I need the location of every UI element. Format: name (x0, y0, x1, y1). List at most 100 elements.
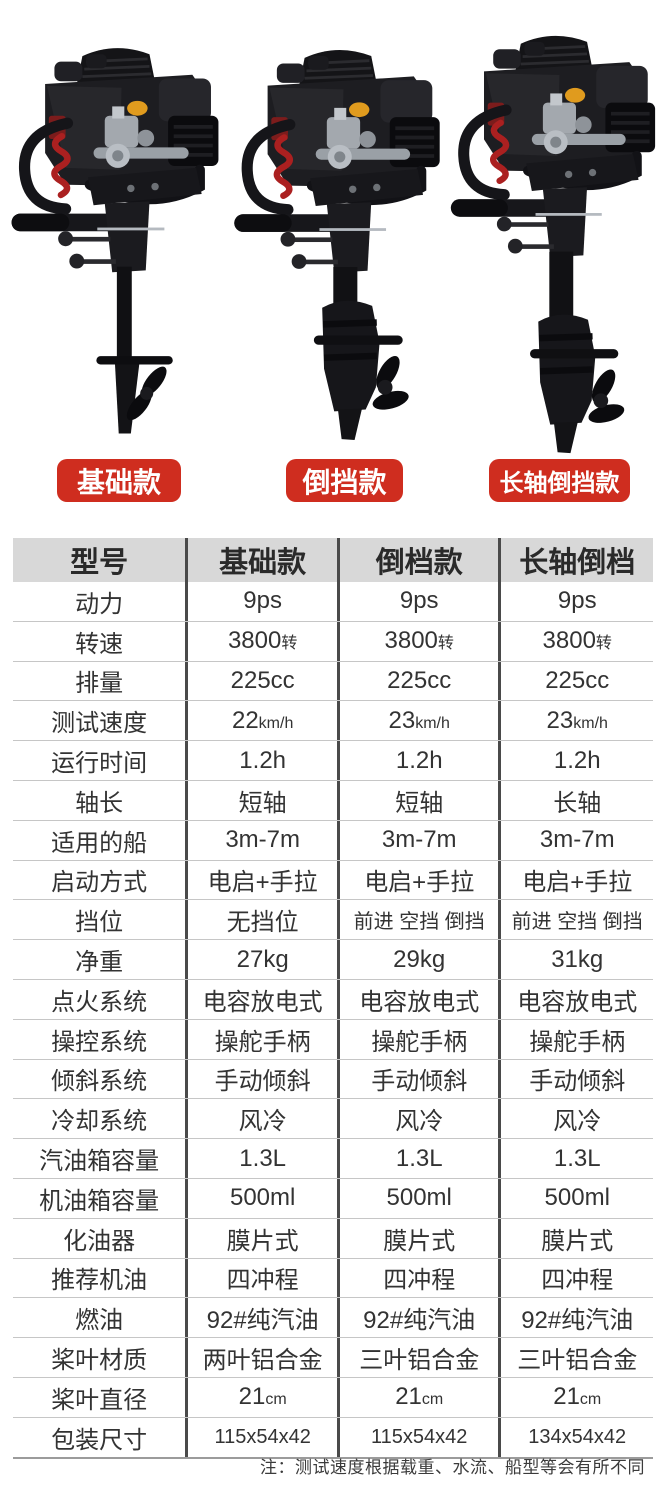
table-row: 轴长 短轴 短轴 长轴 (13, 779, 653, 820)
spec-value-cell: 手动倾斜 (336, 1059, 499, 1099)
spec-value-cell: 手动倾斜 (185, 1059, 337, 1099)
spec-value-cell: 三叶铝合金 (498, 1338, 653, 1377)
spec-label-cell: 燃油 (75, 1307, 124, 1335)
spec-value-cell: 115x54x42 (185, 1417, 337, 1457)
spec-value-cell: 29kg (336, 940, 499, 979)
spec-value-cell: 225cc (498, 661, 653, 701)
spec-value-cell: 电启+手拉 (185, 860, 337, 900)
spec-label-cell: 排量 (75, 670, 124, 698)
spec-value-cell: 操舵手柄 (185, 1019, 337, 1059)
unit-suffix: km/h (415, 714, 450, 732)
spec-label-cell: 动力 (75, 590, 124, 618)
header-cell: 型号 (70, 547, 129, 579)
spec-value-cell: 1.2h (498, 741, 653, 780)
model-badge-label: 基础款 (76, 466, 161, 498)
spec-label-cell: 冷却系统 (51, 1108, 148, 1136)
unit-suffix: cm (265, 1391, 287, 1409)
spec-value-cell: 四冲程 (336, 1258, 499, 1298)
spec-value-cell: 1.3L (498, 1139, 653, 1178)
spec-value-cell: 1.2h (336, 741, 499, 780)
header-cell: 基础款 (185, 538, 337, 582)
spec-label-cell: 净重 (75, 949, 124, 977)
spec-value-cell: 3m-7m (336, 820, 499, 860)
table-row: 化油器 膜片式 膜片式 膜片式 (13, 1217, 653, 1258)
spec-table: 型号 基础款 倒档款 长轴倒档 动力 9ps 9ps 9ps 转速 3800转 3800转 3800转… (13, 538, 653, 1459)
spec-value-cell: 21cm (498, 1377, 653, 1417)
model-badge-long-shaft-reverse: 长轴倒挡款 (489, 459, 630, 502)
spec-value-cell: 膜片式 (185, 1218, 337, 1258)
spec-label-cell: 倾斜系统 (51, 1068, 148, 1096)
spec-value-cell: 92#纯汽油 (498, 1298, 653, 1338)
spec-value-cell: 短轴 (185, 780, 337, 820)
table-row: 启动方式 电启+手拉 电启+手拉 电启+手拉 (13, 859, 653, 900)
table-row: 动力 9ps 9ps 9ps (13, 582, 653, 621)
spec-value-cell: 92#纯汽油 (336, 1298, 499, 1338)
spec-label-cell: 化油器 (63, 1227, 136, 1255)
spec-label-cell: 转速 (75, 630, 124, 658)
table-row: 排量 225cc 225cc 225cc (13, 660, 653, 701)
model-badge-reverse: 倒挡款 (286, 459, 403, 502)
spec-value-cell: 电启+手拉 (498, 860, 653, 900)
table-row: 桨叶材质 两叶铝合金 三叶铝合金 三叶铝合金 (13, 1337, 653, 1377)
spec-value-cell: 9ps (336, 582, 499, 621)
spec-value-cell: 3m-7m (498, 820, 653, 860)
spec-value-cell: 短轴 (336, 780, 499, 820)
spec-value-cell: 115x54x42 (336, 1417, 499, 1457)
outboard-motor-image-reverse (228, 32, 446, 453)
spec-label-cell: 汽油箱容量 (39, 1148, 160, 1176)
table-header-row: 型号 基础款 倒档款 长轴倒档 (13, 538, 653, 582)
spec-value-cell: 21cm (185, 1377, 337, 1417)
spec-label-cell: 运行时间 (51, 750, 148, 778)
footnote-text: 注：测试速度根据载重、水流、船型等会有所不同 (260, 1458, 645, 1477)
table-row: 包装尺寸 115x54x42 115x54x42 134x54x42 (13, 1416, 653, 1457)
spec-value-cell: 前进 空挡 倒挡 (498, 900, 653, 940)
table-row: 倾斜系统 手动倾斜 手动倾斜 手动倾斜 (13, 1058, 653, 1099)
spec-value-cell: 3800转 (336, 621, 499, 661)
unit-suffix: km/h (573, 714, 608, 732)
spec-value-cell: 27kg (185, 940, 337, 979)
model-badge-label: 长轴倒挡款 (499, 470, 620, 497)
unit-suffix: 转 (281, 635, 298, 653)
spec-value-cell: 手动倾斜 (498, 1059, 653, 1099)
table-row: 汽油箱容量 1.3L 1.3L 1.3L (13, 1138, 653, 1178)
spec-value-cell: 1.3L (185, 1139, 337, 1178)
spec-value-cell: 225cc (185, 661, 337, 701)
table-row: 桨叶直径 21cm 21cm 21cm (13, 1376, 653, 1417)
spec-label-cell: 推荐机油 (51, 1267, 148, 1295)
spec-value-cell: 风冷 (498, 1099, 653, 1139)
spec-value-cell: 前进 空挡 倒挡 (336, 900, 499, 940)
spec-value-cell: 31kg (498, 940, 653, 979)
spec-value-cell: 21cm (336, 1377, 499, 1417)
spec-label-cell: 适用的船 (51, 829, 148, 857)
table-row: 测试速度 22km/h 23km/h 23km/h (13, 700, 653, 741)
table-row: 运行时间 1.2h 1.2h 1.2h (13, 740, 653, 780)
unit-suffix: 转 (595, 635, 612, 653)
table-row: 挡位 无挡位 前进 空挡 倒挡 前进 空挡 倒挡 (13, 899, 653, 940)
spec-value-cell: 500ml (336, 1178, 499, 1218)
spec-value-cell: 三叶铝合金 (336, 1338, 499, 1377)
spec-value-cell: 膜片式 (498, 1218, 653, 1258)
table-row: 操控系统 操舵手柄 操舵手柄 操舵手柄 (13, 1018, 653, 1059)
table-row: 净重 27kg 29kg 31kg (13, 939, 653, 979)
spec-value-cell: 225cc (336, 661, 499, 701)
header-cell: 长轴倒档 (498, 538, 653, 582)
spec-value-cell: 电启+手拉 (336, 860, 499, 900)
spec-value-cell: 电容放电式 (498, 979, 653, 1019)
spec-label-cell: 轴长 (75, 789, 124, 817)
spec-value-cell: 四冲程 (498, 1258, 653, 1298)
spec-value-cell: 500ml (498, 1178, 653, 1218)
header-cell: 倒档款 (336, 538, 499, 582)
table-row: 点火系统 电容放电式 电容放电式 电容放电式 (13, 978, 653, 1019)
spec-value-cell: 操舵手柄 (498, 1019, 653, 1059)
table-row: 转速 3800转 3800转 3800转 (13, 620, 653, 661)
spec-label-cell: 启动方式 (51, 869, 148, 897)
spec-value-cell: 23km/h (498, 701, 653, 741)
unit-suffix: cm (421, 1391, 444, 1409)
spec-value-cell: 3m-7m (185, 820, 337, 860)
spec-label-cell: 挡位 (75, 909, 124, 937)
spec-value-cell: 1.3L (336, 1139, 499, 1178)
spec-value-cell: 两叶铝合金 (185, 1338, 337, 1377)
spec-label-cell: 测试速度 (51, 710, 148, 738)
spec-value-cell: 3800转 (498, 621, 653, 661)
